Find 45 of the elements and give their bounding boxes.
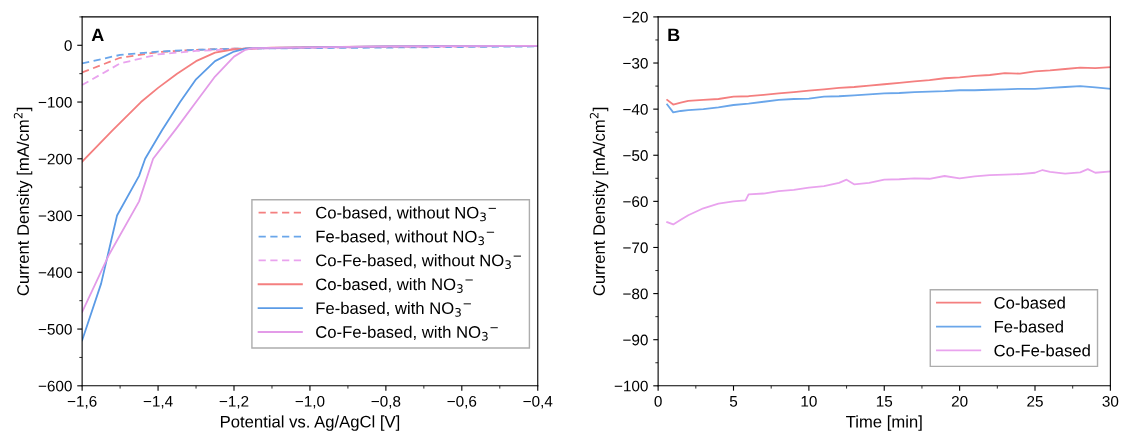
y-axis-title: Current Density [mA/cm$^{2}$] xyxy=(589,107,609,296)
y-tick-label: −400 xyxy=(38,267,72,278)
x-axis-title: Potential vs. Ag/AgCl [V] xyxy=(220,415,400,431)
legend-label: Fe-based, with NO$_{3}$$^{−}$ xyxy=(316,301,471,317)
legend-label: Co-Fe-based xyxy=(994,344,1090,357)
x-tick-label: −0,6 xyxy=(447,395,477,409)
y-tick-label: −50 xyxy=(623,150,648,161)
y-tick-label: −600 xyxy=(38,380,72,392)
legend-label: Co-based, without NO$_{3}$$^{−}$ xyxy=(316,206,496,222)
legend-label: Fe-based, without NO$_{3}$$^{−}$ xyxy=(316,230,495,246)
x-tick-label: −0,8 xyxy=(371,395,401,409)
y-tick-label: −40 xyxy=(623,104,648,115)
x-tick-label: 5 xyxy=(729,396,738,407)
y-tick-label: −100 xyxy=(38,96,72,108)
y-tick-label: 0 xyxy=(64,40,72,51)
x-axis-title: Time [min] xyxy=(846,415,922,431)
x-tick-label: 0 xyxy=(654,395,662,407)
x-tick-label: 30 xyxy=(1102,395,1119,407)
y-tick-label: −30 xyxy=(623,57,648,69)
y-tick-label: −80 xyxy=(623,288,648,300)
y-tick-label: −100 xyxy=(614,380,648,392)
y-tick-label: −60 xyxy=(623,196,648,208)
x-tick-label: 15 xyxy=(876,396,893,407)
x-tick-label: −1,6 xyxy=(67,395,97,409)
legend-label: Co-based, with NO$_{3}$$^{−}$ xyxy=(316,277,473,293)
y-tick-label: −300 xyxy=(38,210,72,222)
x-tick-label: 10 xyxy=(801,395,817,407)
x-tick-label: −0,4 xyxy=(523,395,553,409)
legend-label: Co-based xyxy=(994,296,1065,309)
y-tick-label: −90 xyxy=(623,334,648,346)
y-tick-label: −200 xyxy=(38,153,72,165)
x-tick-label: −1,4 xyxy=(143,396,173,409)
legend-label: Co-Fe-based, without NO$_{3}$$^{−}$ xyxy=(316,254,521,270)
x-tick-label: 25 xyxy=(1027,395,1043,407)
y-tick-label: −500 xyxy=(38,323,72,335)
legend-label: Co-Fe-based, with NO$_{3}$$^{−}$ xyxy=(316,325,498,341)
x-tick-label: 20 xyxy=(951,395,968,407)
y-axis-title: Current Density [mA/cm$^{2}$] xyxy=(13,107,33,296)
x-tick-label: −1,0 xyxy=(295,395,325,409)
y-tick-label: −70 xyxy=(623,242,648,254)
legend-label: Fe-based xyxy=(994,320,1063,333)
annotation: B xyxy=(668,28,680,42)
x-tick-label: −1,2 xyxy=(219,395,249,409)
y-tick-label: −20 xyxy=(623,11,648,23)
annotation: A xyxy=(91,28,104,42)
